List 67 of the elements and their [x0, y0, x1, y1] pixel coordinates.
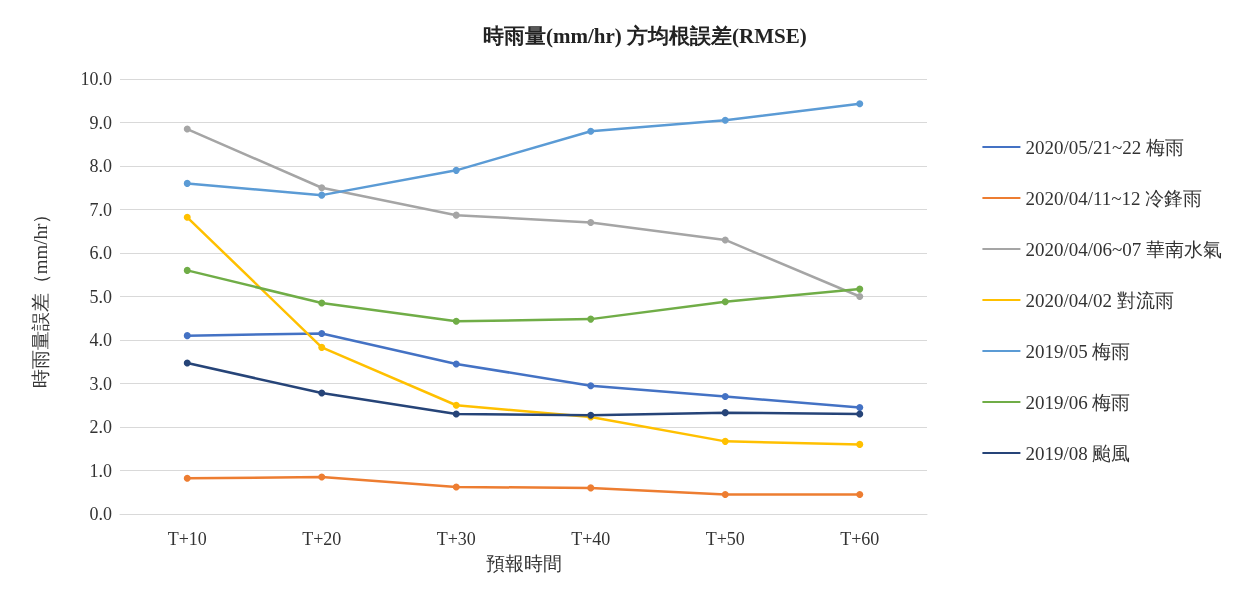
legend-label: 2020/04/11~12 冷鋒雨: [1025, 187, 1203, 209]
y-tick-label: 2.0: [89, 417, 112, 437]
point: [721, 393, 729, 401]
x-tick-label: T+50: [705, 529, 745, 549]
legend-label: 2019/08 颱風: [1025, 442, 1131, 464]
y-tick-label: 8.0: [89, 156, 112, 176]
x-tick-label: T+20: [302, 529, 342, 549]
y-tick-label: 3.0: [89, 373, 112, 394]
point: [183, 125, 191, 133]
point: [856, 100, 864, 108]
x-tick-label: T+60: [840, 529, 880, 549]
point: [587, 382, 595, 390]
point: [318, 299, 326, 307]
y-tick-label: 9.0: [89, 112, 112, 133]
point: [452, 317, 460, 325]
point: [452, 360, 460, 368]
x-axis-title: 預報時間: [485, 553, 562, 574]
y-tick-label: 5.0: [89, 286, 112, 307]
y-tick-label: 10.0: [80, 69, 112, 89]
point: [183, 359, 191, 367]
y-tick-label: 4.0: [89, 330, 112, 350]
point: [183, 179, 191, 187]
chart-title: 時雨量(mm/hr) 方均根誤差(RMSE): [483, 23, 807, 48]
point: [452, 401, 460, 409]
point: [587, 127, 595, 135]
y-axis-title: 時雨量誤差（mm/hr）: [30, 204, 51, 389]
point: [452, 211, 460, 219]
point: [183, 474, 191, 482]
legend-label: 2020/04/06~07 華南水氣: [1025, 238, 1223, 260]
legend-label: 2019/06 梅雨: [1025, 391, 1131, 413]
x-tick-label: T+10: [167, 529, 207, 549]
point: [183, 332, 191, 340]
point: [856, 440, 864, 448]
point: [183, 213, 191, 221]
y-tick-label: 0.0: [89, 504, 112, 524]
point: [856, 285, 864, 293]
point: [721, 490, 729, 498]
y-tick-label: 6.0: [89, 243, 112, 263]
point: [318, 473, 326, 481]
point: [452, 166, 460, 174]
y-tick-label: 7.0: [89, 199, 112, 220]
legend-label: 2020/05/21~22 梅雨: [1025, 136, 1185, 158]
point: [318, 184, 326, 192]
legend-label: 2020/04/02 對流雨: [1025, 289, 1174, 311]
point: [856, 490, 864, 498]
point: [587, 219, 595, 227]
y-tick-label: 1.0: [89, 460, 112, 481]
point: [721, 437, 729, 445]
point: [721, 298, 729, 306]
point: [183, 266, 191, 274]
legend-label: 2019/05 梅雨: [1025, 340, 1131, 362]
point: [721, 116, 729, 124]
point: [318, 329, 326, 337]
point: [587, 315, 595, 323]
point: [587, 484, 595, 492]
point: [721, 236, 729, 244]
point: [318, 191, 326, 199]
point: [856, 403, 864, 411]
point: [318, 343, 326, 351]
x-tick-label: T+40: [571, 529, 611, 549]
point: [318, 389, 326, 397]
point: [452, 483, 460, 491]
x-tick-label: T+30: [436, 529, 476, 549]
point: [721, 409, 729, 417]
point: [856, 293, 864, 300]
point: [856, 410, 864, 418]
point: [452, 410, 460, 418]
